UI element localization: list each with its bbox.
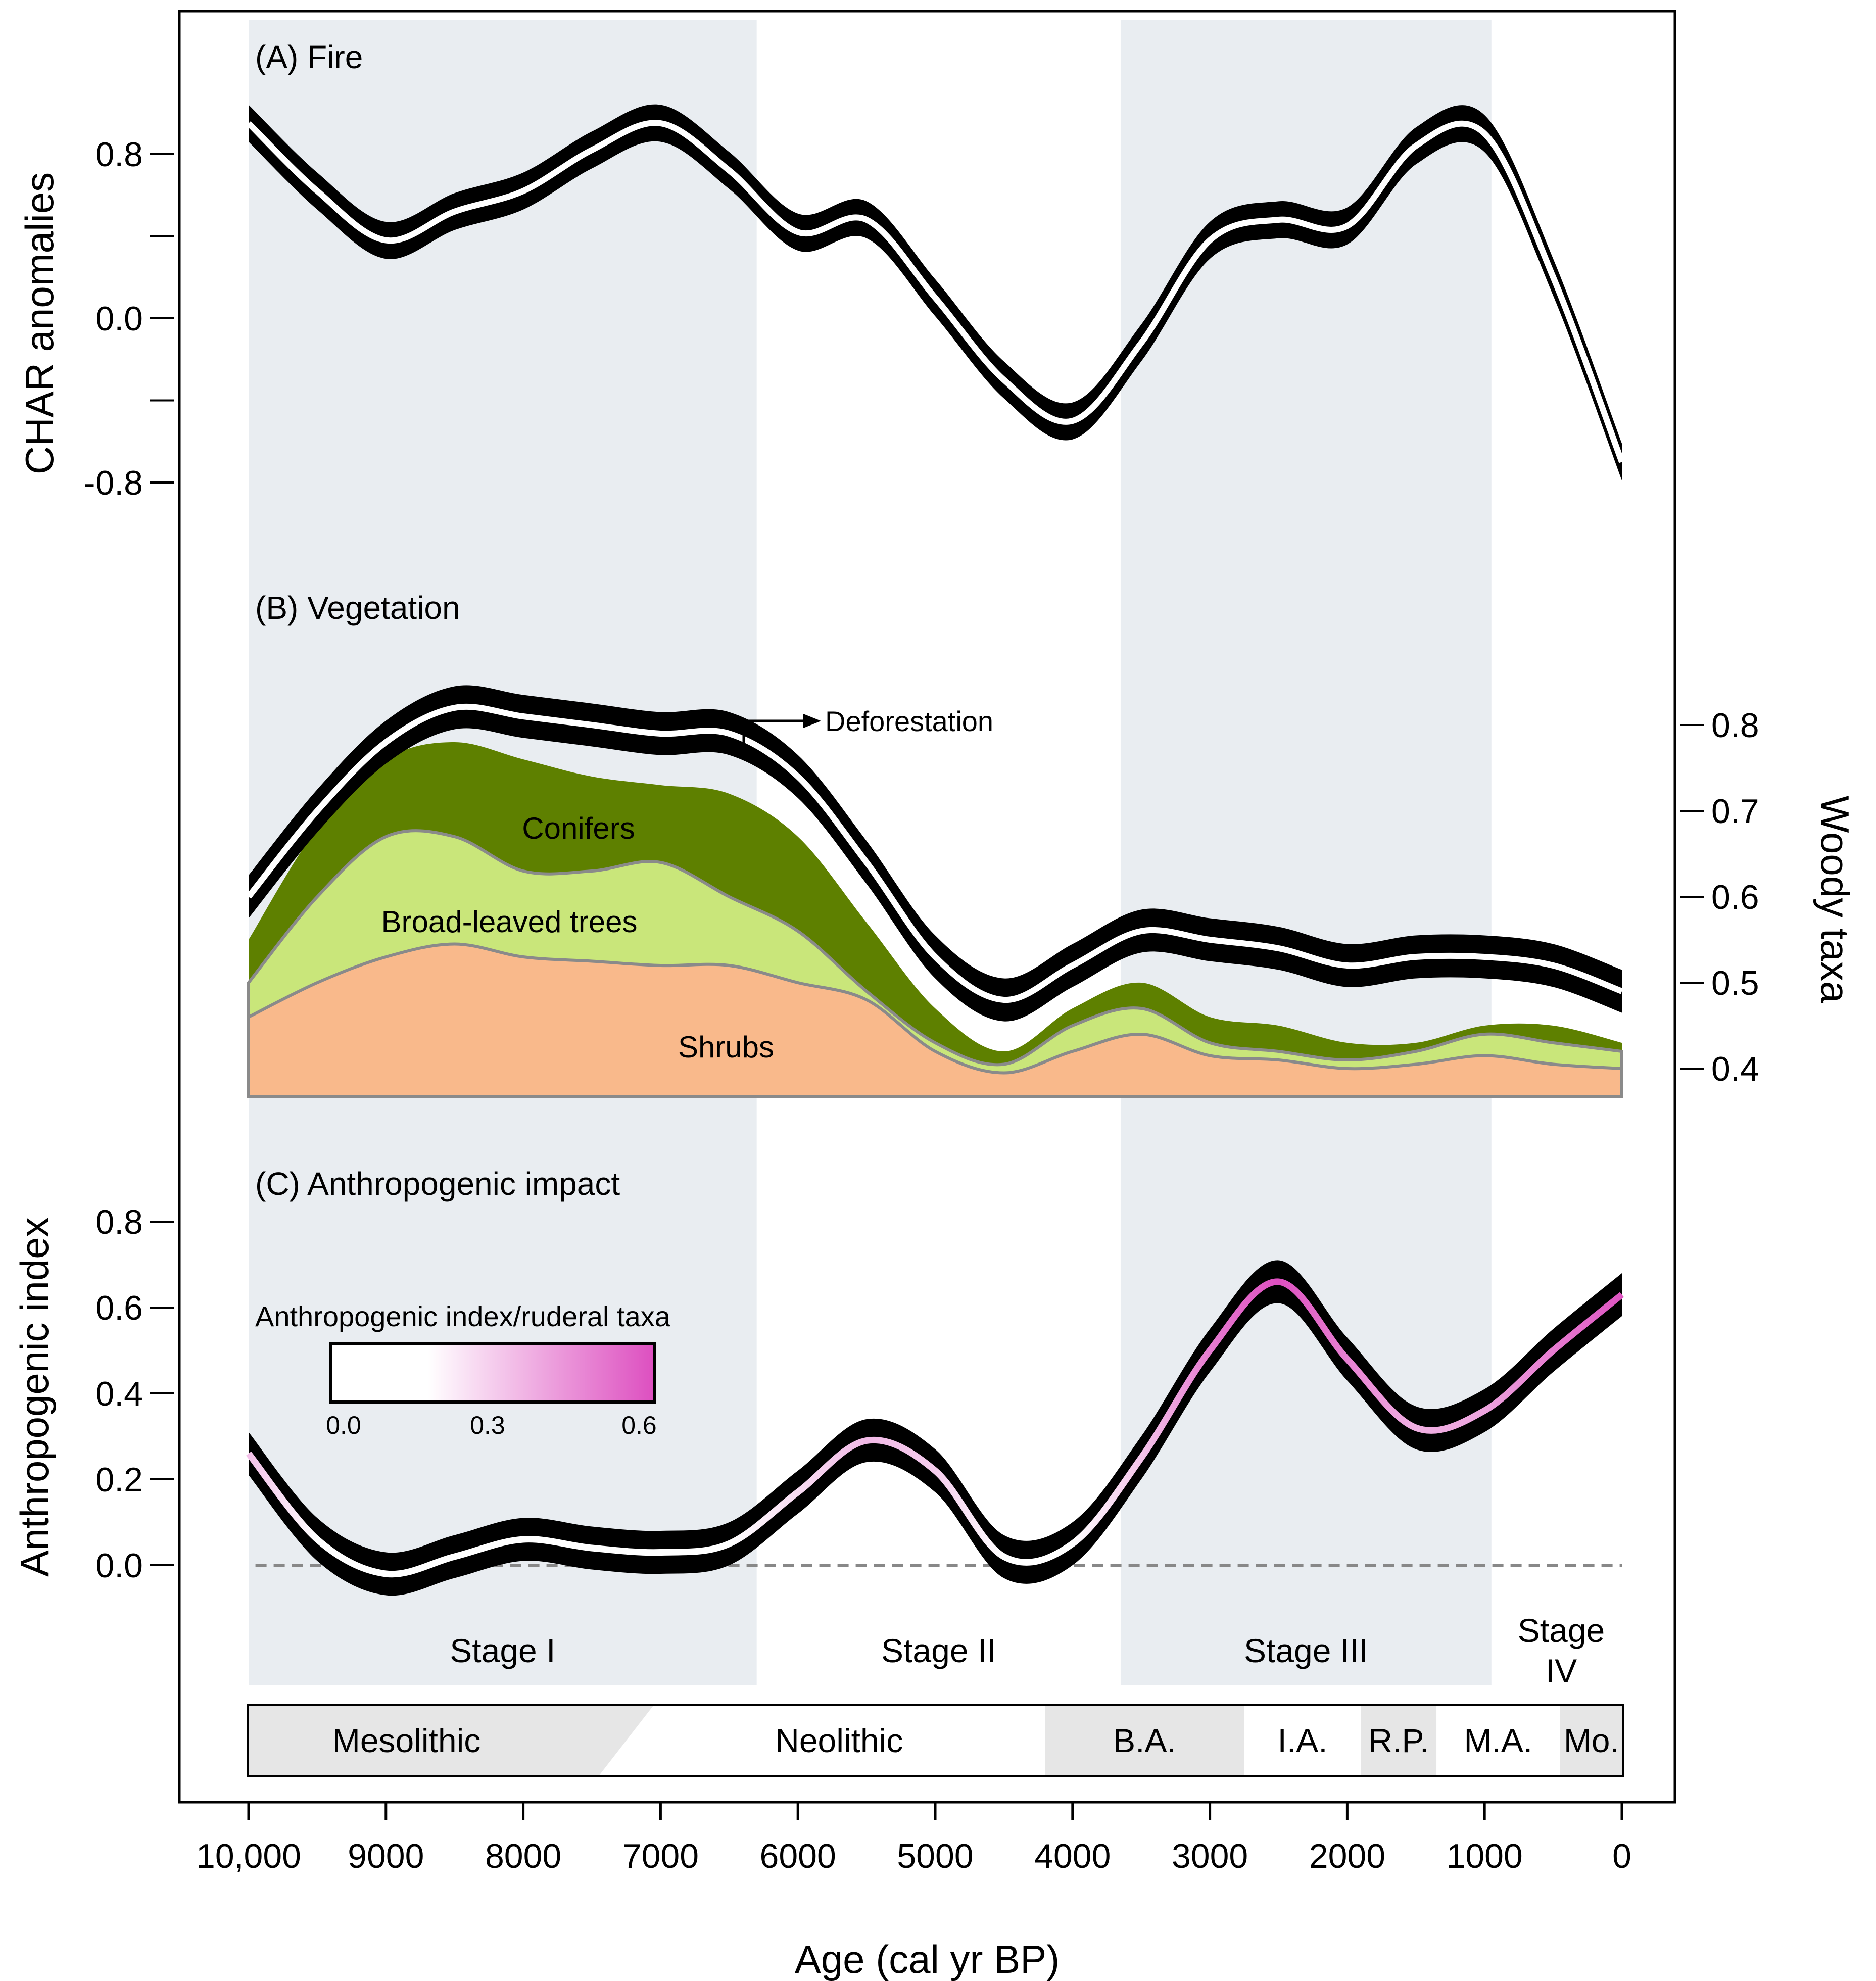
y-tick-label-C-2: 0.4	[95, 1375, 143, 1413]
x-tick-label-10: 0	[1612, 1837, 1631, 1875]
woody-band	[249, 685, 1622, 1022]
plot-layer: Stage I Stage II Stage III Stage IV Mesolithi…	[84, 104, 1759, 1875]
y-tick-label-B-4: 0.4	[1711, 1050, 1759, 1088]
plot-frame	[178, 10, 1676, 1804]
x-tick-label-5: 5000	[897, 1837, 973, 1875]
x-tick-label-2: 8000	[485, 1837, 561, 1875]
y-tick-label-A-0: 0.8	[95, 135, 143, 174]
panel-a-title: (A) Fire	[255, 39, 363, 75]
x-tick-label-6: 4000	[1034, 1837, 1111, 1875]
stage-label-4: Stage IV	[1518, 1612, 1605, 1689]
deforestation-arrow	[742, 719, 806, 754]
period-label-4: I.A.	[1278, 1722, 1328, 1759]
period-label-7: Mo.	[1564, 1722, 1619, 1759]
char-band	[249, 104, 1622, 480]
x-axis-title: Age (cal yr BP)	[795, 1937, 1060, 1981]
x-tick-label-8: 2000	[1309, 1837, 1385, 1875]
anthro-line	[246, 1278, 1624, 1578]
char-line	[246, 120, 1625, 463]
area-shrubs	[247, 942, 1623, 1098]
x-tick-label-3: 7000	[622, 1837, 699, 1875]
x-tick-label-4: 6000	[760, 1837, 836, 1875]
x-tick-label-1: 9000	[348, 1837, 424, 1875]
stage-label-2: Stage II	[881, 1632, 996, 1669]
stage-label-3: Stage III	[1244, 1632, 1368, 1669]
period-label-1: Mesolithic	[332, 1722, 480, 1759]
y-axis-title-woody: Woody taxa	[1813, 796, 1857, 1003]
woody-line	[246, 703, 1623, 1003]
y-tick-label-B-0: 0.8	[1711, 706, 1759, 745]
deforestation-label: Deforestation	[825, 705, 993, 737]
period-label-5: R.P.	[1368, 1722, 1429, 1759]
period-band-7	[1560, 1705, 1623, 1776]
colorbar-title: Anthropogenic index/ruderal taxa	[255, 1300, 671, 1332]
period-band-5	[1361, 1705, 1437, 1776]
y-tick-label-B-1: 0.7	[1711, 792, 1759, 831]
deforestation-arrowhead	[803, 714, 821, 728]
panel-b-title: (B) Vegetation	[255, 590, 460, 626]
y-tick-label-C-0: 0.8	[95, 1203, 143, 1241]
period-band-mesolithic	[248, 1705, 654, 1776]
conifers-label: Conifers	[522, 811, 635, 845]
shrubs-label: Shrubs	[678, 1030, 774, 1064]
y-tick-label-C-3: 0.2	[95, 1461, 143, 1499]
colorbar	[329, 1342, 656, 1404]
y-axis-title-anthro: Anthropogenic index	[12, 1217, 57, 1576]
y-tick-label-B-2: 0.6	[1711, 878, 1759, 916]
colorbar-tick-2: 0.6	[621, 1411, 657, 1439]
period-label-3: B.A.	[1113, 1722, 1176, 1759]
anthro-band	[249, 1260, 1622, 1596]
y-tick-label-C-1: 0.6	[95, 1289, 143, 1327]
y-axis-title-char: CHAR anomalies	[17, 172, 62, 474]
panel-c-title: (C) Anthropogenic impact	[255, 1166, 620, 1202]
y-tick-label-C-4: 0.0	[95, 1547, 143, 1585]
stage-label-1: Stage I	[450, 1632, 555, 1669]
period-label-2: Neolithic	[775, 1722, 903, 1759]
colorbar-tick-0: 0.0	[326, 1411, 361, 1439]
broadleaved-label: Broad-leaved trees	[381, 905, 638, 939]
y-tick-label-A-4: -0.8	[84, 464, 143, 502]
period-bar-frame	[247, 1704, 1624, 1777]
period-label-6: M.A.	[1464, 1722, 1533, 1759]
x-tick-label-7: 3000	[1172, 1837, 1248, 1875]
x-tick-label-9: 1000	[1447, 1837, 1523, 1875]
x-tick-label-0: 10,000	[196, 1837, 301, 1875]
period-band-3	[1045, 1705, 1244, 1776]
y-tick-label-A-2: 0.0	[95, 300, 143, 338]
colorbar-tick-1: 0.3	[470, 1411, 505, 1439]
y-tick-label-B-3: 0.5	[1711, 964, 1759, 1002]
